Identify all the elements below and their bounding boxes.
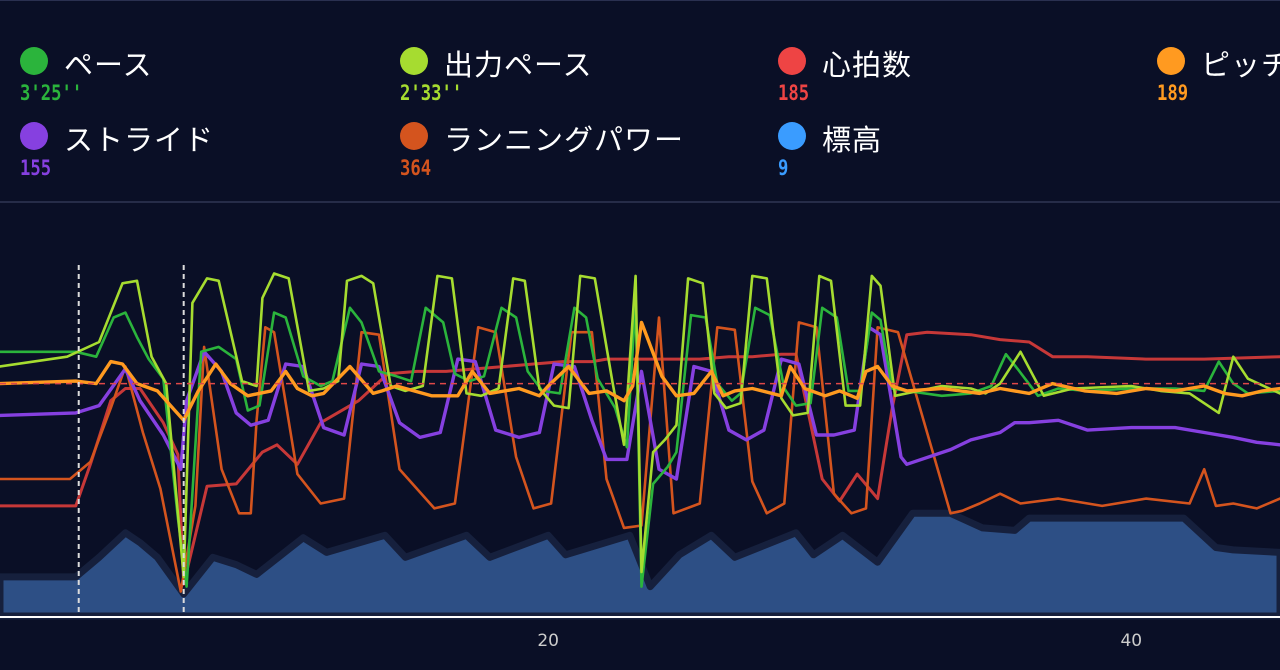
top-border <box>0 0 1280 1</box>
output-pace-color-dot <box>400 47 428 75</box>
legend-label: ストライド <box>64 123 215 157</box>
pitch-color-dot <box>1157 47 1185 75</box>
legend: ペース 3'25'' 出力ペース 2'33'' 心拍数 185 ピッチ 189 … <box>0 0 1280 200</box>
pitch-line <box>0 320 1280 422</box>
legend-value: 9 <box>778 156 789 180</box>
legend-value: 364 <box>400 156 432 180</box>
stride-color-dot <box>20 122 48 150</box>
legend-label: 標高 <box>822 123 883 157</box>
running-power-line <box>0 316 1280 593</box>
legend-divider <box>0 201 1280 203</box>
legend-value: 2'33'' <box>400 81 463 105</box>
heart-rate-color-dot <box>778 47 806 75</box>
legend-label: 心拍数 <box>822 48 913 82</box>
stride-line <box>0 325 1280 481</box>
elevation-color-dot <box>778 122 806 150</box>
legend-value: 3'25'' <box>20 81 83 105</box>
legend-label: ペース <box>64 48 153 82</box>
running-power-color-dot <box>400 122 428 150</box>
legend-value: 189 <box>1157 81 1189 105</box>
series-lines-group <box>0 272 1280 593</box>
x-tick-label: 40 <box>1120 631 1142 651</box>
legend-label: 出力ペース <box>444 48 593 82</box>
x-tick-label: 20 <box>537 631 559 651</box>
legend-label: ランニングパワー <box>444 123 685 157</box>
legend-value: 155 <box>20 156 52 180</box>
output-pace-line <box>0 272 1280 579</box>
x-axis: 20 40 <box>0 616 1280 651</box>
legend-value: 185 <box>778 81 810 105</box>
lap-markers-group <box>77 265 185 616</box>
legend-label: ピッチ <box>1201 48 1280 82</box>
pace-color-dot <box>20 47 48 75</box>
